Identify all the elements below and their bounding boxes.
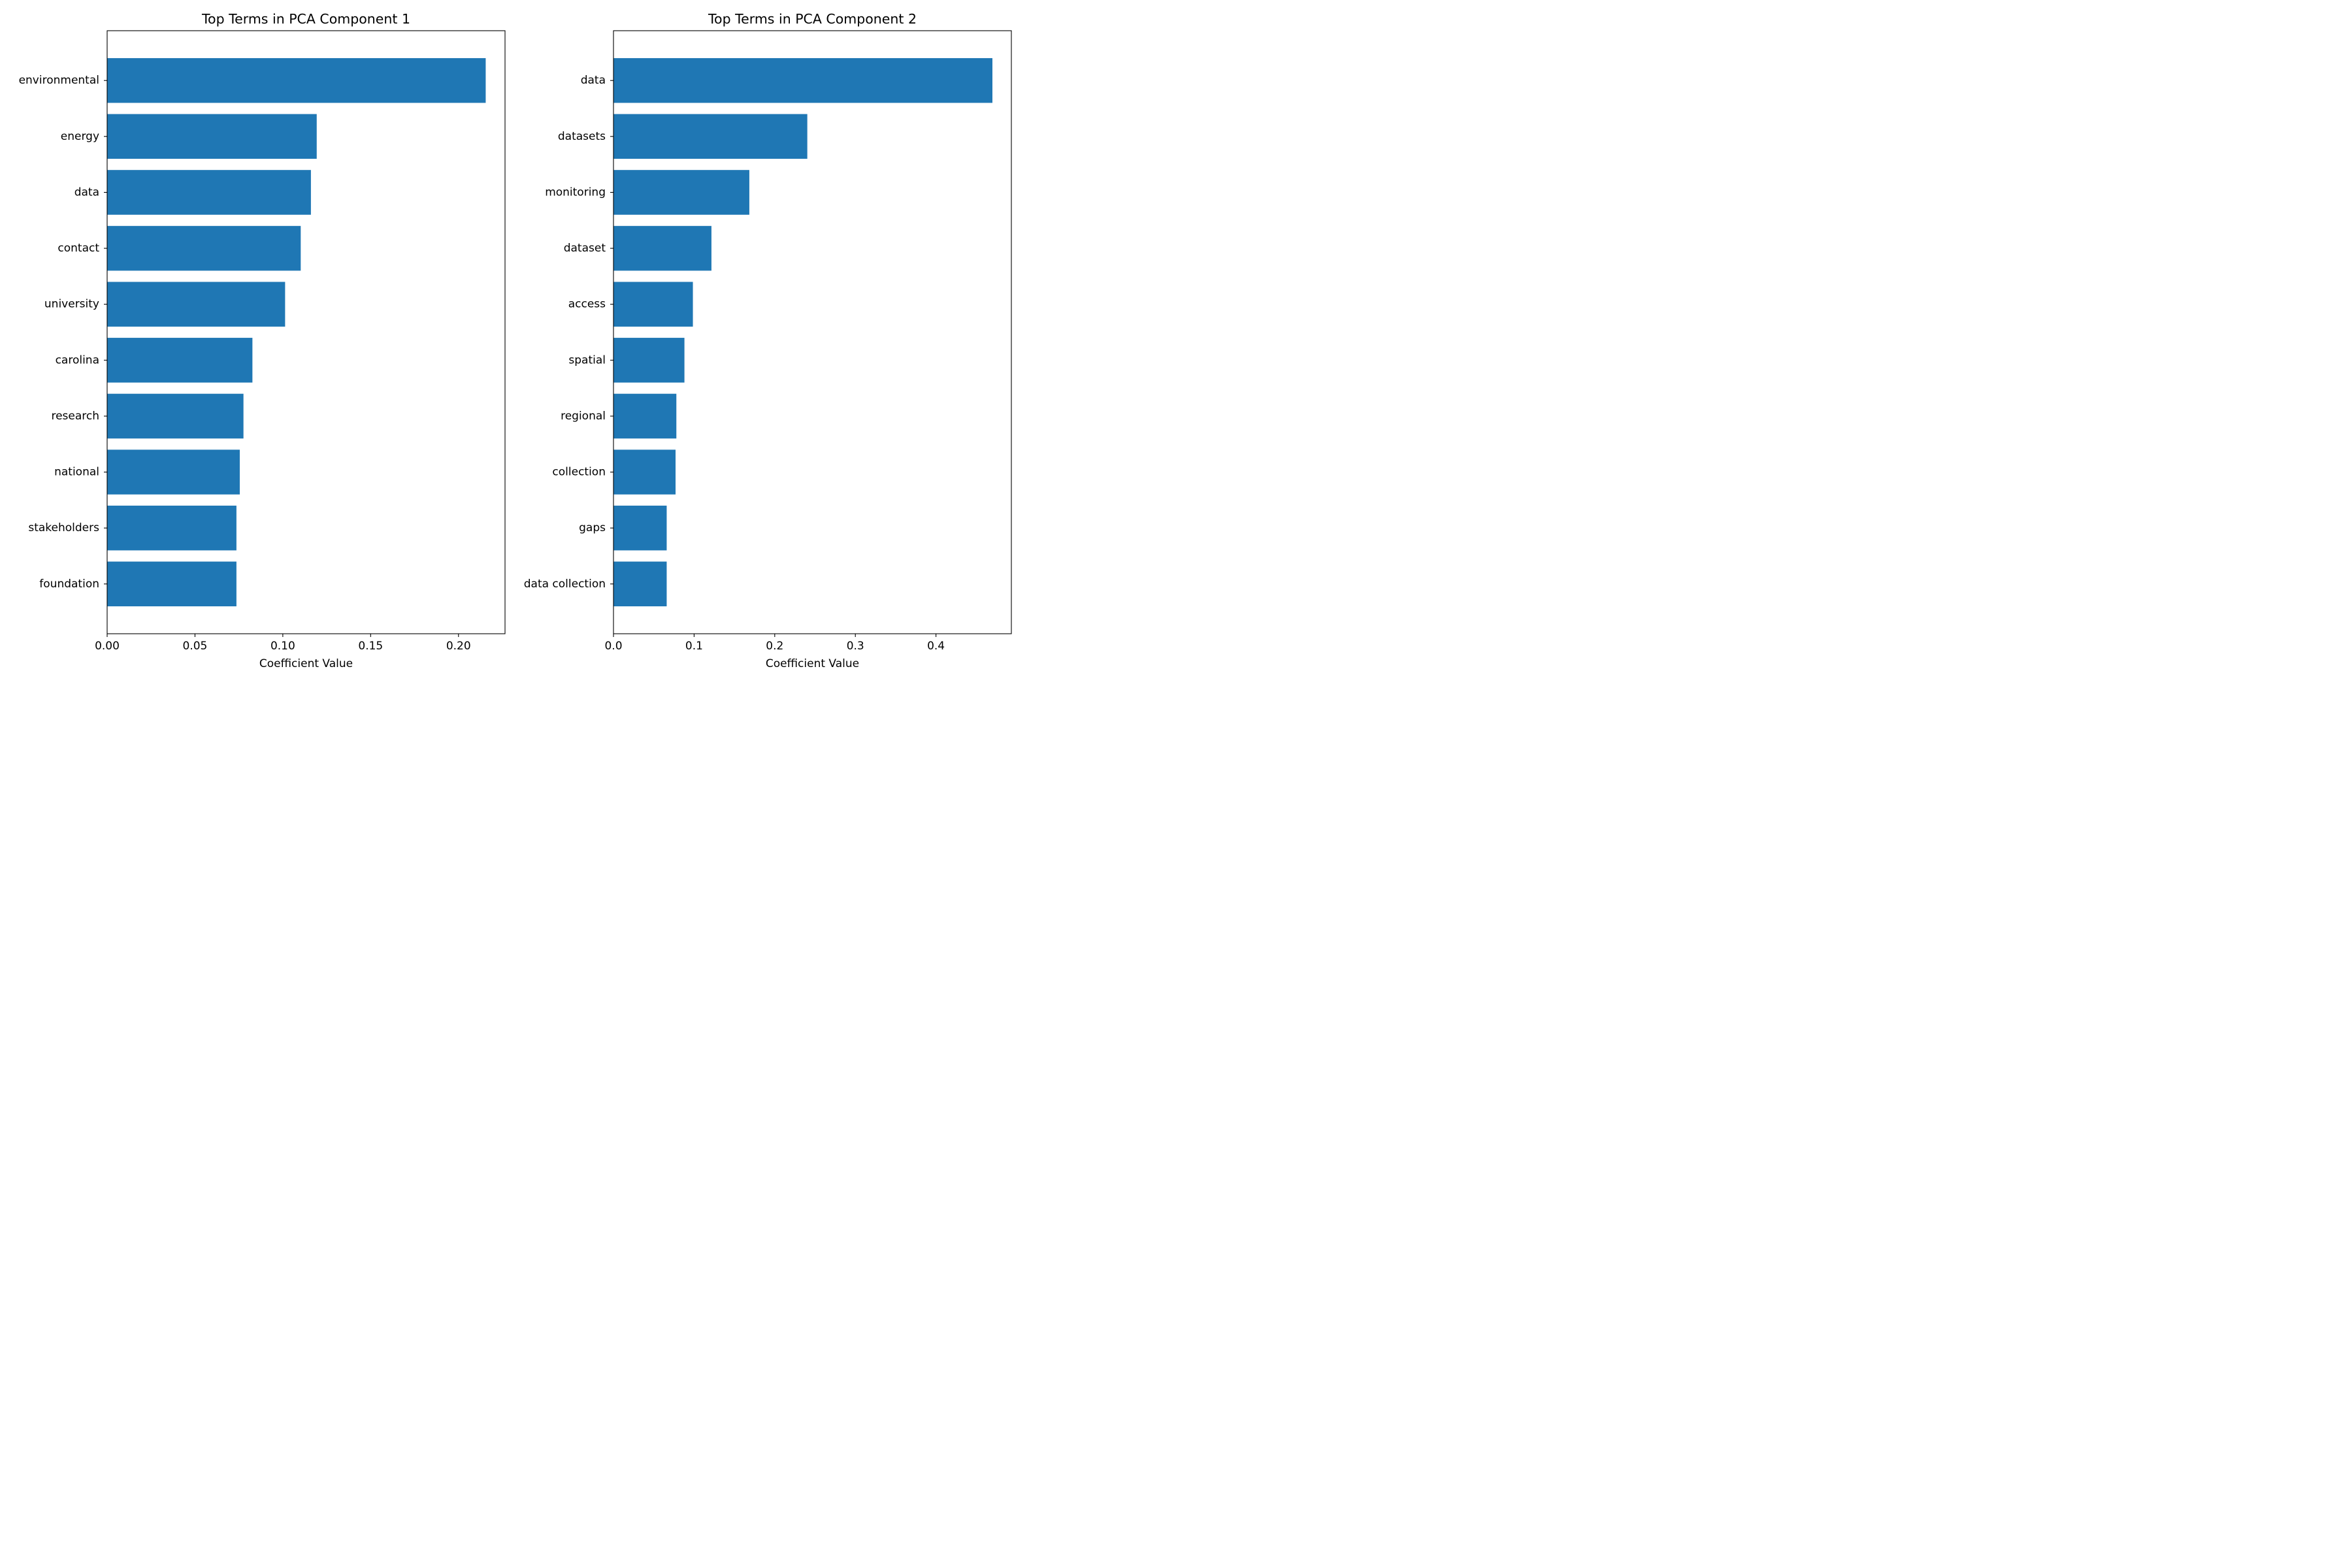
bar-regional: [613, 393, 677, 439]
y-tick-label-research: research: [51, 410, 99, 423]
x-axis-label: Coefficient Value: [766, 657, 859, 670]
figure: environmental energy data contact university…: [19, 11, 1012, 670]
bar-university: [107, 282, 286, 327]
y-tick-label-national: national: [54, 466, 99, 479]
chart-panel-pca-component-1: environmental energy data contact university…: [19, 11, 506, 670]
x-tick-label: 0.4: [927, 640, 945, 653]
bar-research: [107, 393, 244, 439]
x-tick-label: 0.10: [270, 640, 295, 653]
bar-gaps: [613, 505, 667, 551]
y-tick-label-contact: contact: [57, 242, 99, 255]
y-tick-label-dataset: dataset: [564, 242, 606, 255]
y-tick-label-stakeholders: stakeholders: [28, 521, 99, 534]
bar-data: [107, 170, 311, 215]
bar-foundation: [107, 561, 237, 607]
y-tick-label-datasets: datasets: [558, 130, 606, 143]
x-tick-label: 0.00: [95, 640, 120, 653]
x-tick-label: 0.1: [685, 640, 703, 653]
bar-access: [613, 282, 693, 327]
bar-stakeholders: [107, 505, 237, 551]
y-tick-label-collection: collection: [552, 466, 606, 479]
bar-national: [107, 449, 240, 495]
bar-carolina: [107, 338, 253, 383]
y-tick-label-foundation: foundation: [39, 578, 99, 591]
y-tick-label-data: data: [74, 186, 99, 199]
bar-data-collection: [613, 561, 667, 607]
bar-dataset: [613, 225, 711, 271]
y-tick-label-regional: regional: [561, 410, 606, 423]
y-tick-label-carolina: carolina: [56, 353, 99, 367]
y-tick-label-university: university: [44, 298, 99, 311]
y-tick-label-data-collection: data collection: [524, 578, 606, 591]
x-tick-label: 0.2: [766, 640, 783, 653]
y-tick-label-gaps: gaps: [579, 521, 606, 534]
x-tick-label: 0.0: [604, 640, 622, 653]
x-tick-label: 0.3: [847, 640, 864, 653]
x-tick-label: 0.05: [183, 640, 208, 653]
bar-collection: [613, 449, 676, 495]
y-tick-label-monitoring: monitoring: [545, 186, 606, 199]
bar-environmental: [107, 57, 486, 103]
chart-title: Top Terms in PCA Component 2: [708, 11, 917, 27]
x-tick-label: 0.20: [446, 640, 471, 653]
y-tick-label-spatial: spatial: [568, 353, 606, 367]
bar-contact: [107, 225, 301, 271]
chart-panel-pca-component-2: data datasets monitoring dataset access spati…: [524, 11, 1012, 670]
bar-monitoring: [613, 170, 749, 215]
x-axis-label: Coefficient Value: [259, 657, 353, 670]
bar-datasets: [613, 114, 808, 159]
bar-data: [613, 57, 992, 103]
y-tick-label-environmental: environmental: [19, 74, 99, 87]
bar-spatial: [613, 338, 685, 383]
x-tick-label: 0.15: [358, 640, 383, 653]
y-tick-label-access: access: [568, 298, 606, 311]
chart-title: Top Terms in PCA Component 1: [201, 11, 410, 27]
plot-frame: [106, 30, 506, 634]
plot-frame: [613, 30, 1012, 634]
y-tick-label-energy: energy: [61, 130, 99, 143]
bar-energy: [107, 114, 317, 159]
y-tick-label-data: data: [581, 74, 606, 87]
